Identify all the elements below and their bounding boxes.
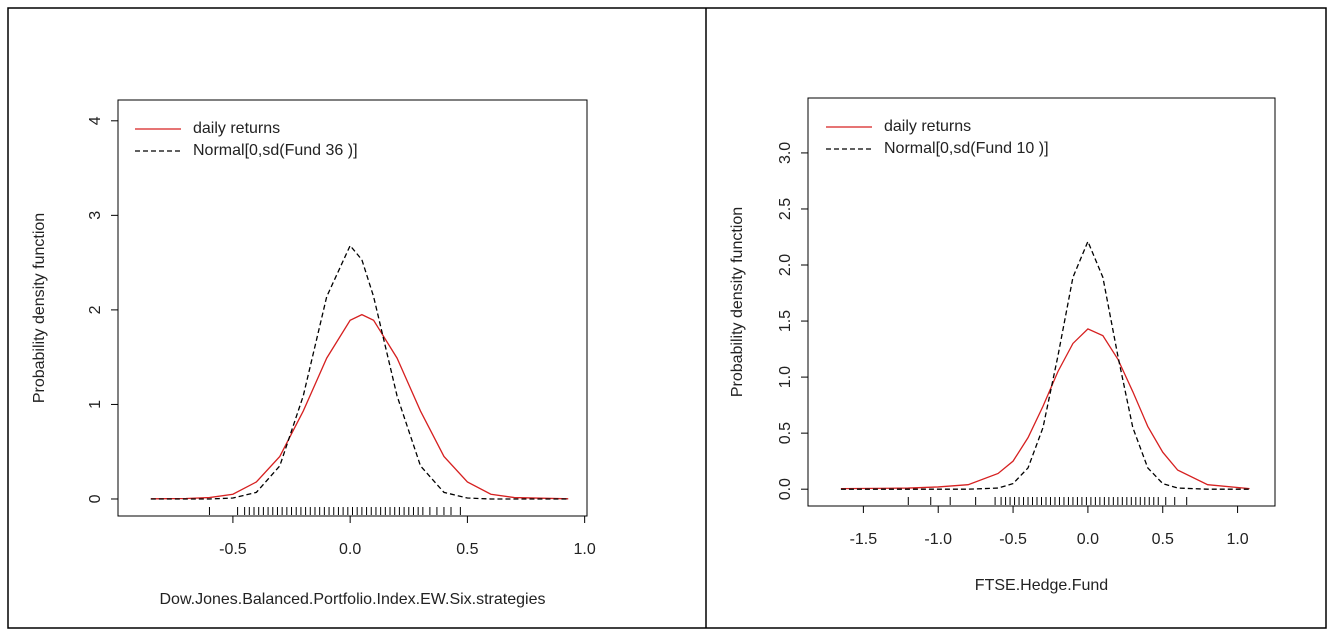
- x-tick-label: 0.0: [339, 541, 361, 558]
- legend-label: Normal[0,sd(Fund 36 )]: [193, 142, 358, 159]
- y-tick-label: 1: [87, 400, 104, 409]
- x-tick-label: 1.0: [1226, 531, 1248, 548]
- y-tick-label: 3.0: [777, 142, 794, 164]
- plot-box: [807, 97, 1276, 507]
- plot-box: [117, 99, 588, 517]
- x-axis-label: FTSE.Hedge.Fund: [975, 577, 1108, 594]
- density-line: [150, 313, 569, 500]
- x-tick-label: -1.5: [850, 531, 878, 548]
- legend-label: Normal[0,sd(Fund 10 )]: [884, 140, 1049, 157]
- y-tick-label: 3: [87, 211, 104, 220]
- density-line: [150, 244, 569, 500]
- legend-label: daily returns: [884, 118, 971, 135]
- frame: [7, 7, 1327, 629]
- density-line: [840, 239, 1250, 490]
- y-tick-label: 4: [87, 116, 104, 125]
- y-tick-label: 2: [87, 305, 104, 314]
- y-tick-label: 2.5: [777, 198, 794, 220]
- x-tick-label: -0.5: [219, 541, 247, 558]
- x-axis-label: Dow.Jones.Balanced.Portfolio.Index.EW.Si…: [160, 591, 546, 608]
- y-tick-label: 1.0: [777, 366, 794, 388]
- y-tick-label: 1.5: [777, 310, 794, 332]
- y-tick-label: 2.0: [777, 254, 794, 276]
- x-tick-label: 0.0: [1077, 531, 1099, 548]
- x-tick-label: -1.0: [924, 531, 952, 548]
- y-tick-label: 0.5: [777, 422, 794, 444]
- y-axis-label: Probability density function: [31, 213, 48, 403]
- x-tick-label: 1.0: [574, 541, 596, 558]
- y-tick-label: 0: [87, 494, 104, 503]
- x-tick-label: 0.5: [456, 541, 478, 558]
- x-tick-label: -0.5: [999, 531, 1027, 548]
- legend-label: daily returns: [193, 120, 280, 137]
- x-tick-label: 0.5: [1152, 531, 1174, 548]
- y-axis-label: Probability density function: [729, 207, 746, 397]
- density-line: [840, 328, 1250, 490]
- y-tick-label: 0.0: [777, 478, 794, 500]
